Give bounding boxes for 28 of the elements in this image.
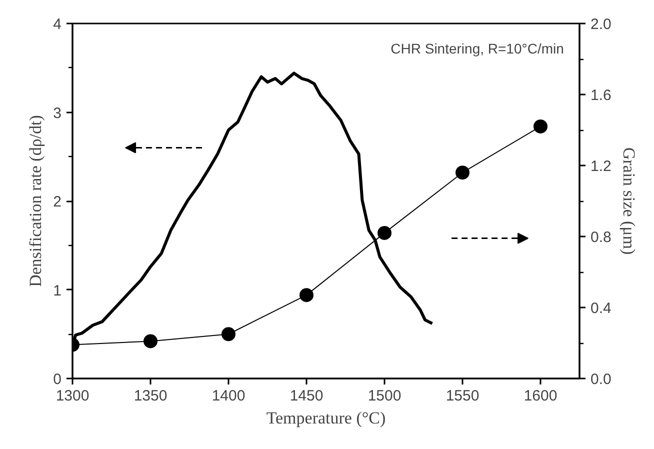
- y-tick-label: 0: [53, 371, 62, 388]
- point: [378, 226, 392, 240]
- y-tick-label: 2: [53, 194, 62, 210]
- point: [222, 327, 236, 342]
- y-tick-label: 4: [53, 16, 62, 33]
- x-tick-label: 1500: [368, 388, 402, 404]
- y2-tick-label: 1.2: [590, 158, 612, 175]
- x-tick-label: 1400: [212, 388, 246, 404]
- y2-tick-label: 0.8: [590, 229, 612, 246]
- x-tick-label: 1300: [56, 388, 90, 404]
- y2-axis-title: Grain size (μm): [619, 147, 638, 255]
- y-tick-label: 3: [53, 104, 62, 122]
- point: [534, 119, 548, 134]
- point: [456, 166, 470, 180]
- x-tick-label: 1450: [290, 388, 324, 404]
- x-tick-label: 1350: [134, 388, 168, 404]
- y2-tick-label: 0.4: [590, 300, 612, 317]
- y-tick-label: 1: [53, 282, 62, 300]
- point: [144, 334, 158, 348]
- y2-tick-label: 0.0: [590, 371, 612, 388]
- x-tick-label: 1600: [524, 388, 558, 404]
- x-tick-label: 1550: [446, 388, 480, 404]
- y2-tick-label: 2.0: [590, 16, 612, 33]
- annotation: CHR Sintering, R=10°C/min: [390, 40, 564, 56]
- y2-tick-label: 1.6: [590, 87, 612, 104]
- point: [300, 288, 314, 302]
- x-axis-title: Temperature (°C): [266, 408, 386, 428]
- y-axis-title: Densification rate (dρ/dt): [26, 115, 46, 287]
